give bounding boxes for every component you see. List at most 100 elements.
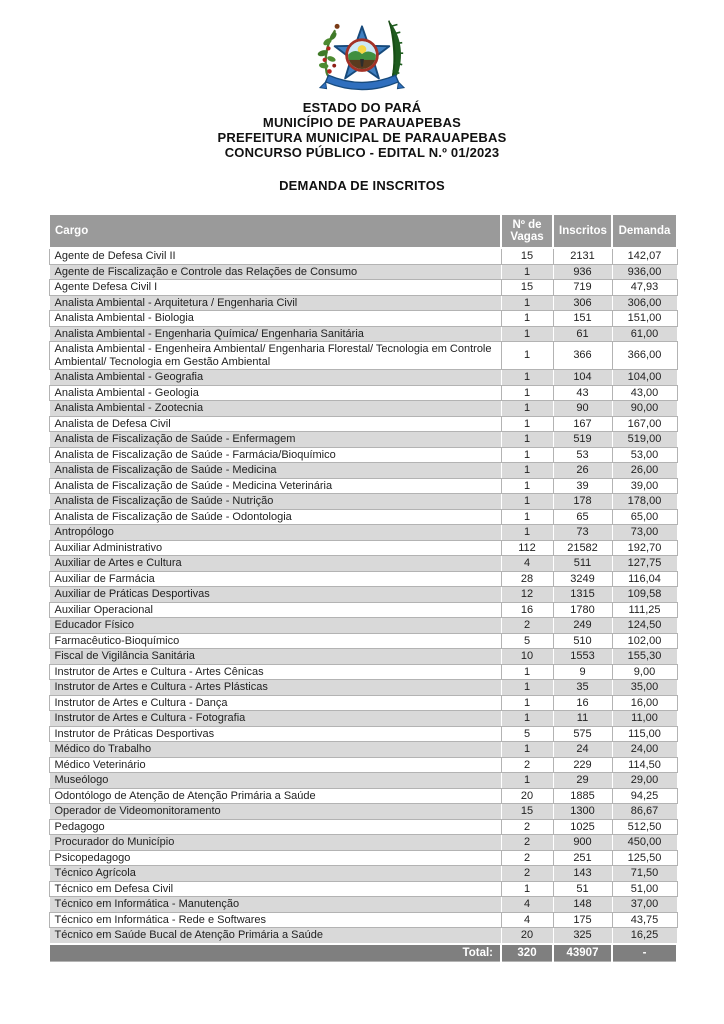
cargo-cell: Analista de Fiscalização de Saúde - Enfe… <box>48 431 502 448</box>
cargo-cell: Psicopedagogo <box>48 849 502 866</box>
vagas-cell: 2 <box>500 818 554 835</box>
inscritos-cell: 510 <box>552 632 613 649</box>
demanda-cell: 26,00 <box>611 462 678 479</box>
demanda-cell: 71,50 <box>611 865 678 882</box>
vagas-cell: 1 <box>500 294 554 311</box>
cargo-cell: Médico Veterinário <box>48 756 502 773</box>
demanda-cell: 155,30 <box>611 648 678 665</box>
table-row: Procurador do Município 2 900 450,00 <box>48 834 678 851</box>
demanda-cell: 114,50 <box>611 756 678 773</box>
inscritos-cell: 249 <box>552 617 613 634</box>
cargo-cell: Auxiliar Operacional <box>48 601 502 618</box>
inscritos-cell: 167 <box>552 415 613 432</box>
demanda-cell: 53,00 <box>611 446 678 463</box>
crest-right-frond <box>388 20 404 82</box>
demanda-cell: 102,00 <box>611 632 678 649</box>
demanda-cell: 43,75 <box>611 911 678 928</box>
total-demanda-value: - <box>611 942 678 962</box>
demanda-cell: 29,00 <box>611 772 678 789</box>
vagas-cell: 1 <box>500 446 554 463</box>
demanda-cell: 127,75 <box>611 555 678 572</box>
table-row: Médico Veterinário 2 229 114,50 <box>48 756 678 773</box>
document-subtitle: DEMANDA DE INSCRITOS <box>279 178 445 193</box>
inscritos-cell: 519 <box>552 431 613 448</box>
demanda-cell: 11,00 <box>611 710 678 727</box>
cargo-cell: Analista de Fiscalização de Saúde - Medi… <box>48 462 502 479</box>
table-row: Analista de Fiscalização de Saúde - Enfe… <box>48 431 678 448</box>
demanda-cell: 109,58 <box>611 586 678 603</box>
demanda-cell: 124,50 <box>611 617 678 634</box>
demanda-cell: 519,00 <box>611 431 678 448</box>
cargo-cell: Agente Defesa Civil I <box>48 279 502 296</box>
inscritos-cell: 61 <box>552 325 613 342</box>
vagas-cell: 12 <box>500 586 554 603</box>
vagas-cell: 20 <box>500 787 554 804</box>
cargo-cell: Museólogo <box>48 772 502 789</box>
demanda-cell: 116,04 <box>611 570 678 587</box>
demanda-cell: 24,00 <box>611 741 678 758</box>
cargo-cell: Instrutor de Práticas Desportivas <box>48 725 502 742</box>
cargo-cell: Técnico em Saúde Bucal de Atenção Primár… <box>48 927 502 944</box>
cargo-cell: Auxiliar de Artes e Cultura <box>48 555 502 572</box>
crest-banner <box>318 74 406 91</box>
inscritos-cell: 73 <box>552 524 613 541</box>
table-row: Odontólogo de Atenção de Atenção Primári… <box>48 787 678 804</box>
table-row: Analista Ambiental - Zootecnia 1 90 90,0… <box>48 400 678 417</box>
table-row: Analista Ambiental - Geologia 1 43 43,00 <box>48 384 678 401</box>
demanda-cell: 306,00 <box>611 294 678 311</box>
cargo-cell: Técnico em Informática - Rede e Software… <box>48 911 502 928</box>
cargo-cell: Analista Ambiental - Zootecnia <box>48 400 502 417</box>
cargo-cell: Analista Ambiental - Geologia <box>48 384 502 401</box>
demanda-cell: 167,00 <box>611 415 678 432</box>
cargo-cell: Analista Ambiental - Geografia <box>48 369 502 386</box>
table-row: Auxiliar Operacional 16 1780 111,25 <box>48 601 678 618</box>
inscritos-cell: 1300 <box>552 803 613 820</box>
cargo-cell: Técnico em Informática - Manutenção <box>48 896 502 913</box>
demanda-cell: 39,00 <box>611 477 678 494</box>
table-row: Instrutor de Artes e Cultura - Artes Cên… <box>48 663 678 680</box>
cargo-cell: Médico do Trabalho <box>48 741 502 758</box>
inscritos-cell: 53 <box>552 446 613 463</box>
inscritos-cell: 306 <box>552 294 613 311</box>
vagas-cell: 112 <box>500 539 554 556</box>
crest-medallion <box>345 38 379 72</box>
table-row: Auxiliar Administrativo 112 21582 192,70 <box>48 539 678 556</box>
table-row: Técnico em Informática - Rede e Software… <box>48 911 678 928</box>
vagas-cell: 1 <box>500 493 554 510</box>
table-row: Antropólogo 1 73 73,00 <box>48 524 678 541</box>
table-row: Instrutor de Artes e Cultura - Dança 1 1… <box>48 694 678 711</box>
inscritos-cell: 1553 <box>552 648 613 665</box>
table-row: Analista de Fiscalização de Saúde - Farm… <box>48 446 678 463</box>
total-row: Total: 320 43907 - <box>48 942 678 962</box>
table-row: Técnico em Informática - Manutenção 4 14… <box>48 896 678 913</box>
inscritos-cell: 178 <box>552 493 613 510</box>
vagas-cell: 28 <box>500 570 554 587</box>
vagas-cell: 1 <box>500 310 554 327</box>
cargo-cell: Analista Ambiental - Biologia <box>48 310 502 327</box>
cargo-cell: Analista de Defesa Civil <box>48 415 502 432</box>
vagas-cell: 1 <box>500 462 554 479</box>
vagas-cell: 1 <box>500 679 554 696</box>
vagas-cell: 1 <box>500 325 554 342</box>
demanda-cell: 366,00 <box>611 341 678 370</box>
cargo-cell: Antropólogo <box>48 524 502 541</box>
coat-of-arms-para-icon <box>317 20 406 91</box>
table-row: Auxiliar de Farmácia 28 3249 116,04 <box>48 570 678 587</box>
table-row: Analista de Fiscalização de Saúde - Medi… <box>48 477 678 494</box>
header-line-prefeitura: PREFEITURA MUNICIPAL DE PARAUAPEBAS <box>217 130 507 145</box>
demanda-cell: 512,50 <box>611 818 678 835</box>
vagas-cell: 4 <box>500 896 554 913</box>
cargo-cell: Instrutor de Artes e Cultura - Dança <box>48 694 502 711</box>
vagas-cell: 5 <box>500 632 554 649</box>
cargo-cell: Operador de Videomonitoramento <box>48 803 502 820</box>
vagas-cell: 1 <box>500 508 554 525</box>
demanda-cell: 151,00 <box>611 310 678 327</box>
demanda-cell: 16,00 <box>611 694 678 711</box>
inscritos-cell: 35 <box>552 679 613 696</box>
table-row: Agente de Defesa Civil II 15 2131 142,07 <box>48 247 678 265</box>
cargo-cell: Analista de Fiscalização de Saúde - Nutr… <box>48 493 502 510</box>
cargo-cell: Procurador do Município <box>48 834 502 851</box>
table-row: Analista Ambiental - Biologia 1 151 151,… <box>48 310 678 327</box>
cargo-cell: Técnico Agrícola <box>48 865 502 882</box>
demanda-cell: 61,00 <box>611 325 678 342</box>
